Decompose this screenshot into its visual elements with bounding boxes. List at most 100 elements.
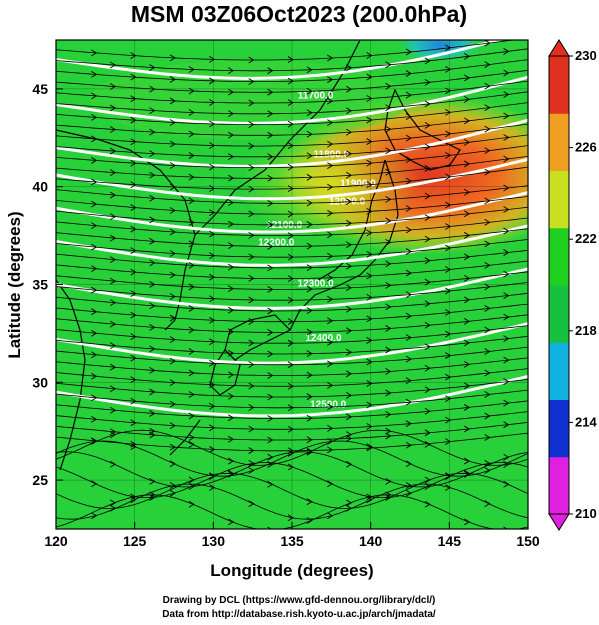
streamline-arrowhead <box>345 413 353 421</box>
streamline-arrowhead <box>130 159 137 167</box>
streamline-arrowhead <box>248 210 255 218</box>
streamline-arrowhead <box>463 471 471 478</box>
streamline-arrowhead <box>109 363 117 371</box>
streamline-arrowhead <box>463 139 471 146</box>
streamline <box>56 483 528 520</box>
streamline <box>56 292 528 312</box>
streamline-arrowhead <box>445 44 452 52</box>
streamline-arrowhead <box>503 378 510 386</box>
streamline-arrowhead <box>503 184 510 192</box>
y-tick-label: 25 <box>32 472 48 488</box>
streamline-arrowhead <box>109 277 117 285</box>
streamline-arrowhead <box>267 153 274 161</box>
streamline-arrowhead <box>484 125 491 133</box>
streamline-arrowhead <box>91 512 98 520</box>
streamline <box>56 314 528 333</box>
streamline-arrowhead <box>345 64 353 72</box>
streamline-arrowhead <box>385 427 392 435</box>
streamline-arrowhead <box>169 482 176 489</box>
streamline-arrowhead <box>169 228 176 236</box>
streamline-arrowhead <box>169 460 176 468</box>
streamline <box>56 303 528 323</box>
streamline <box>56 48 528 72</box>
streamline-arrowhead <box>149 280 156 288</box>
streamline-arrowhead <box>503 227 510 235</box>
streamline-arrowhead <box>345 107 353 115</box>
streamline <box>56 59 528 82</box>
streamline <box>56 91 528 115</box>
streamline-arrowhead <box>91 438 98 445</box>
streamline-arrowhead <box>306 109 313 117</box>
streamline-arrowhead <box>130 376 137 384</box>
streamline-arrowhead <box>366 496 373 504</box>
streamline-arrowhead <box>209 381 216 389</box>
streamline-arrowhead <box>287 142 294 150</box>
streamline-arrowhead <box>267 415 274 422</box>
contour-line <box>56 75 528 125</box>
streamline-arrowhead <box>484 61 491 68</box>
streamline-arrowhead <box>424 192 431 200</box>
streamline <box>56 357 528 376</box>
streamline-arrowhead <box>227 131 235 139</box>
streamline-arrowhead <box>405 248 412 255</box>
streamline-arrowhead <box>149 171 156 179</box>
streamline-arrowhead <box>327 424 334 432</box>
streamline-arrowhead <box>130 290 137 298</box>
streamline-arrowhead <box>287 361 294 369</box>
streamline-arrowhead <box>109 191 117 199</box>
contour-line <box>56 374 528 418</box>
streamline-arrowhead <box>445 130 452 138</box>
streamline-arrowhead <box>327 119 334 126</box>
streamline-arrowhead <box>188 391 195 398</box>
streamline <box>56 145 528 168</box>
streamline <box>56 429 528 466</box>
contour-line <box>56 191 528 234</box>
streamline-arrowhead <box>91 157 98 164</box>
streamline-arrowhead <box>169 489 176 497</box>
streamline-arrowhead <box>109 126 117 133</box>
streamline-arrowhead <box>385 217 392 225</box>
streamline-arrowhead <box>149 64 156 71</box>
streamline-arrowhead <box>287 56 294 63</box>
streamline-arrowhead <box>91 49 98 57</box>
x-axis-label: Longitude (degrees) <box>210 561 373 580</box>
streamline-arrowhead <box>503 69 510 77</box>
streamline-arrowhead <box>385 125 392 133</box>
streamline-arrowhead <box>306 517 313 524</box>
streamline-arrowhead <box>484 391 491 398</box>
streamline-arrowhead <box>503 134 510 141</box>
streamline-arrowhead <box>248 382 255 390</box>
contour-label: 12300.0 <box>298 278 335 289</box>
streamline-arrowhead <box>169 97 176 105</box>
streamline-arrowhead <box>503 112 510 120</box>
streamline-arrowhead <box>424 235 431 243</box>
streamline-arrowhead <box>366 380 373 387</box>
streamline-arrowhead <box>503 453 510 461</box>
streamline-arrowhead <box>91 222 98 230</box>
streamline-arrowhead <box>209 252 216 260</box>
streamline-arrowhead <box>227 518 235 526</box>
streamline-arrowhead <box>484 326 491 334</box>
streamline-arrowhead <box>287 425 294 433</box>
credit-line-drawing: Drawing by DCL (https://www.gfd-dennou.o… <box>163 595 436 606</box>
streamline-arrowhead <box>445 108 452 116</box>
wind-streamlines <box>56 40 528 529</box>
streamline-arrowhead <box>463 382 471 390</box>
streamline-arrowhead <box>463 210 471 218</box>
streamline-arrowhead <box>405 156 412 164</box>
streamline-arrowhead <box>445 173 452 181</box>
streamline-arrowhead <box>149 302 156 310</box>
streamline-arrowhead <box>366 116 373 124</box>
streamline-arrowhead <box>306 242 313 250</box>
streamline-arrowhead <box>227 199 235 206</box>
colorbar-max-arrow <box>548 39 570 57</box>
streamline-arrowhead <box>445 287 452 295</box>
streamline-arrowhead <box>503 399 510 407</box>
streamline-arrowhead <box>149 367 156 374</box>
streamline-arrowhead <box>287 463 294 471</box>
streamline-arrowhead <box>366 358 373 366</box>
streamline-arrowhead <box>169 336 176 343</box>
streamline-arrowhead <box>209 484 216 491</box>
streamline-arrowhead <box>169 140 176 148</box>
streamline-arrowhead <box>345 198 353 206</box>
